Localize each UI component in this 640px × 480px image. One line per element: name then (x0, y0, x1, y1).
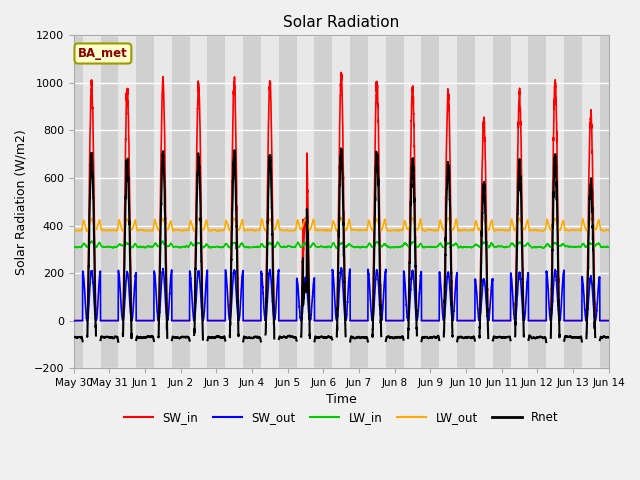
LW_in (492, 244, 499, 250)
SW_in (70, 318, 77, 324)
Bar (475, 36, 493, 368)
LW_out (333, 228, 340, 234)
SW_out (337, 265, 345, 271)
LW_out (70, 228, 77, 233)
SW_out (321, 318, 329, 324)
SW_out (461, 318, 469, 324)
LW_out (166, 220, 173, 226)
LW_out (605, 228, 612, 233)
SW_out (431, 318, 439, 324)
Bar (511, 36, 529, 368)
Bar (332, 36, 350, 368)
LW_out (445, 215, 452, 221)
Y-axis label: Solar Radiation (W/m2): Solar Radiation (W/m2) (15, 129, 28, 275)
SW_in (321, 318, 329, 324)
SW_out (492, 318, 499, 324)
Title: Solar Radiation: Solar Radiation (283, 15, 399, 30)
Bar (404, 36, 421, 368)
SW_out (70, 318, 77, 324)
SW_in (492, 318, 499, 324)
Rnet (431, 335, 439, 341)
LW_in (605, 244, 612, 250)
LW_out (461, 227, 469, 233)
Rnet (604, 335, 612, 340)
Line: Rnet: Rnet (74, 148, 609, 342)
Bar (582, 36, 600, 368)
Rnet (605, 334, 612, 340)
Rnet (461, 335, 469, 340)
Bar (368, 36, 386, 368)
LW_in (321, 245, 329, 251)
Bar (296, 36, 314, 368)
SW_in (604, 318, 612, 324)
Line: SW_out: SW_out (74, 268, 609, 321)
Bar (546, 36, 564, 368)
Bar (189, 36, 207, 368)
Bar (118, 36, 136, 368)
Rnet (70, 334, 77, 340)
SW_out (605, 318, 612, 324)
LW_in (461, 244, 469, 250)
SW_in (461, 318, 469, 324)
LW_out (431, 228, 439, 233)
SW_in (431, 318, 439, 324)
Bar (439, 36, 457, 368)
LW_in (166, 242, 174, 248)
LW_out (492, 228, 499, 233)
LW_in (70, 244, 77, 250)
Bar (618, 36, 636, 368)
Legend: SW_in, SW_out, LW_in, LW_out, Rnet: SW_in, SW_out, LW_in, LW_out, Rnet (119, 407, 563, 429)
LW_in (540, 245, 547, 251)
Line: LW_in: LW_in (74, 241, 609, 248)
Bar (261, 36, 279, 368)
Rnet (321, 335, 329, 341)
LW_in (604, 244, 612, 250)
Bar (225, 36, 243, 368)
LW_in (88, 239, 96, 244)
Line: LW_out: LW_out (74, 218, 609, 231)
Bar (83, 36, 100, 368)
SW_out (166, 287, 173, 293)
LW_in (431, 244, 439, 250)
Line: SW_in: SW_in (74, 72, 609, 321)
Bar (154, 36, 172, 368)
Text: BA_met: BA_met (78, 47, 128, 60)
LW_out (321, 228, 329, 233)
SW_out (604, 318, 612, 324)
Rnet (492, 334, 499, 340)
LW_out (604, 228, 612, 233)
X-axis label: Time: Time (326, 394, 356, 407)
SW_in (605, 318, 612, 324)
